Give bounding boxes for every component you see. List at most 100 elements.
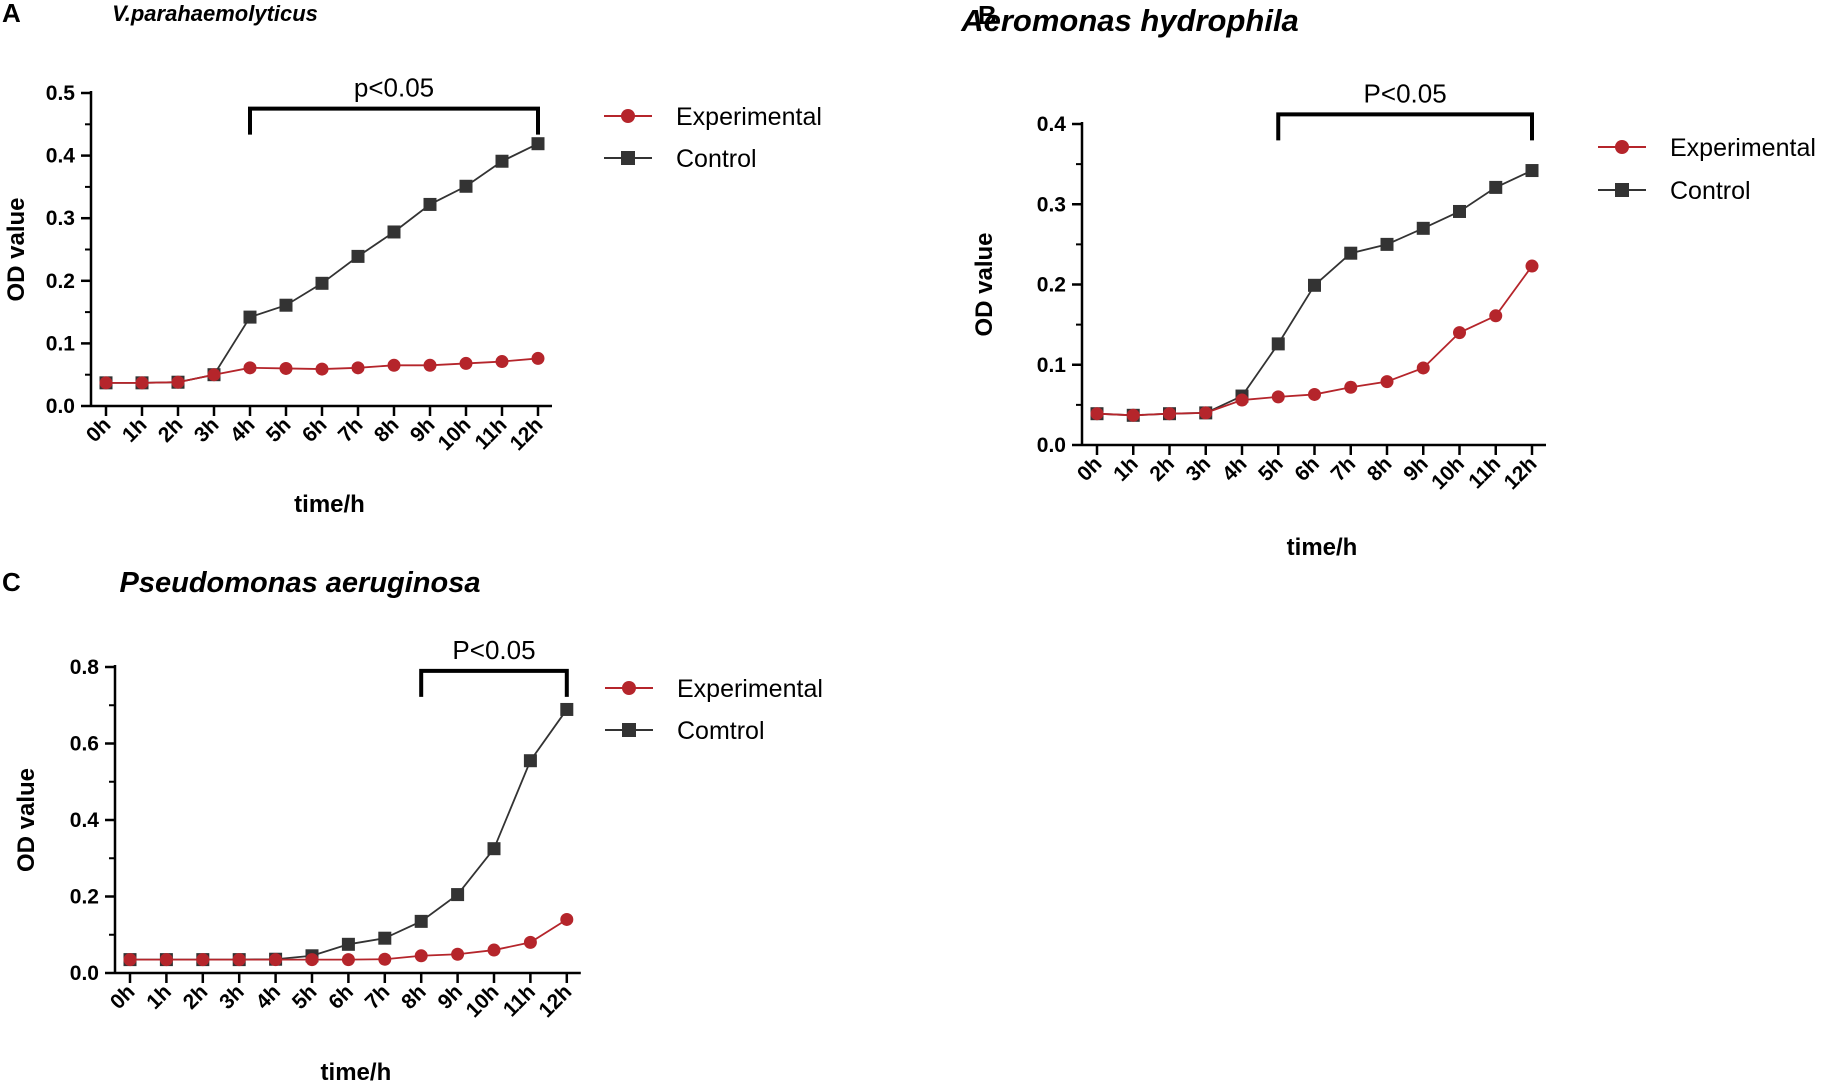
data-point xyxy=(495,355,509,369)
data-point xyxy=(351,249,365,263)
data-point xyxy=(1416,221,1430,235)
x-tick-label: 12h xyxy=(534,980,576,1022)
data-point xyxy=(243,310,257,324)
x-tick-label: 7h xyxy=(334,413,368,447)
y-tick-label: 0.2 xyxy=(46,270,75,293)
data-point xyxy=(1271,337,1285,351)
data-point xyxy=(207,368,221,382)
panel-letter: B xyxy=(978,0,997,30)
data-point xyxy=(341,937,355,951)
y-axis-label: OD value xyxy=(13,768,40,872)
data-point xyxy=(387,225,401,239)
panel-letter: A xyxy=(2,0,21,28)
chart-title: Pseudomonas aeruginosa xyxy=(120,567,481,599)
data-point xyxy=(315,276,329,290)
x-axis-label: time/h xyxy=(294,491,365,518)
legend-marker xyxy=(622,723,636,737)
x-tick-label: 2h xyxy=(179,980,213,1014)
y-tick-label: 0.6 xyxy=(70,733,99,756)
y-tick-label: 0.0 xyxy=(1037,434,1066,457)
data-point xyxy=(560,912,574,926)
y-tick-label: 0.2 xyxy=(1037,274,1066,297)
x-tick-label: 11h xyxy=(499,980,540,1021)
x-tick-label: 0h xyxy=(106,980,140,1014)
legend-label: Control xyxy=(676,145,757,173)
data-point xyxy=(1416,361,1430,375)
data-point xyxy=(451,947,465,961)
data-point xyxy=(1380,237,1394,251)
legend-marker xyxy=(1615,183,1629,197)
data-point xyxy=(378,952,392,966)
data-point xyxy=(487,943,501,957)
legend-label: Experimental xyxy=(677,675,823,703)
x-tick-label: 3h xyxy=(215,980,249,1014)
data-point xyxy=(341,953,355,967)
x-tick-label: 1h xyxy=(1109,452,1143,486)
x-tick-label: 11h xyxy=(1464,452,1505,493)
x-tick-label: 5h xyxy=(288,980,322,1014)
series-line-control xyxy=(106,142,539,384)
chart-title: V.parahaemolyticus xyxy=(112,1,318,26)
data-point xyxy=(1163,407,1176,421)
data-point xyxy=(423,358,437,372)
x-tick-label: 4h xyxy=(226,413,260,447)
data-point xyxy=(196,953,210,967)
y-tick-label: 0.4 xyxy=(70,809,100,832)
data-point xyxy=(1308,387,1321,401)
legend-label: Control xyxy=(1670,177,1751,205)
data-point xyxy=(135,376,149,390)
data-point xyxy=(1453,204,1466,218)
legend-label: Comtrol xyxy=(677,717,765,745)
x-tick-label: 6h xyxy=(1290,452,1324,486)
data-point xyxy=(378,931,392,945)
data-point xyxy=(387,358,401,372)
x-tick-label: 2h xyxy=(154,413,188,447)
x-tick-label: 6h xyxy=(298,413,332,447)
data-point xyxy=(351,361,365,375)
data-point xyxy=(523,935,537,949)
data-point xyxy=(495,154,509,168)
data-point xyxy=(560,702,574,716)
x-tick-label: 10h xyxy=(434,413,476,455)
x-tick-label: 11h xyxy=(471,413,512,454)
y-tick-label: 0.5 xyxy=(46,82,76,105)
x-axis-label: time/h xyxy=(1287,534,1358,561)
series-line-control xyxy=(1096,169,1533,417)
data-point xyxy=(414,949,428,963)
x-tick-label: 8h xyxy=(1363,452,1397,486)
data-point xyxy=(1453,326,1466,340)
significance-bracket xyxy=(1276,112,1534,141)
data-point xyxy=(459,356,473,370)
x-tick-label: 9h xyxy=(406,413,440,447)
x-tick-label: 8h xyxy=(370,413,404,447)
data-point xyxy=(531,351,545,365)
significance-label: P<0.05 xyxy=(1364,78,1447,108)
data-point xyxy=(531,137,545,151)
x-tick-label: 9h xyxy=(1399,452,1433,486)
data-point xyxy=(171,375,185,389)
x-tick-label: 1h xyxy=(142,980,176,1014)
legend-marker xyxy=(622,681,636,695)
data-point xyxy=(1271,390,1285,404)
x-tick-label: 7h xyxy=(361,980,395,1014)
x-tick-label: 4h xyxy=(1218,452,1252,486)
x-tick-label: 0h xyxy=(82,413,116,447)
data-point xyxy=(1489,180,1503,194)
series-line-comtrol xyxy=(130,708,568,961)
y-tick-label: 0.4 xyxy=(46,145,76,168)
data-point xyxy=(305,953,319,967)
data-point xyxy=(423,197,437,211)
x-tick-label: 5h xyxy=(262,413,296,447)
data-point xyxy=(1380,375,1394,389)
y-axis-label: OD value xyxy=(971,232,998,336)
y-tick-label: 0.2 xyxy=(70,886,99,909)
data-point xyxy=(99,376,113,390)
chart-title: Aeromonas hydrophila xyxy=(960,3,1299,38)
y-tick-label: 0.1 xyxy=(46,332,76,355)
y-tick-label: 0.0 xyxy=(46,395,75,418)
data-point xyxy=(1199,406,1213,420)
chart-panel-c: C Pseudomonas aeruginosa 0.0 0.2 0.4 0.6 0.8 0h… xyxy=(2,567,823,1083)
